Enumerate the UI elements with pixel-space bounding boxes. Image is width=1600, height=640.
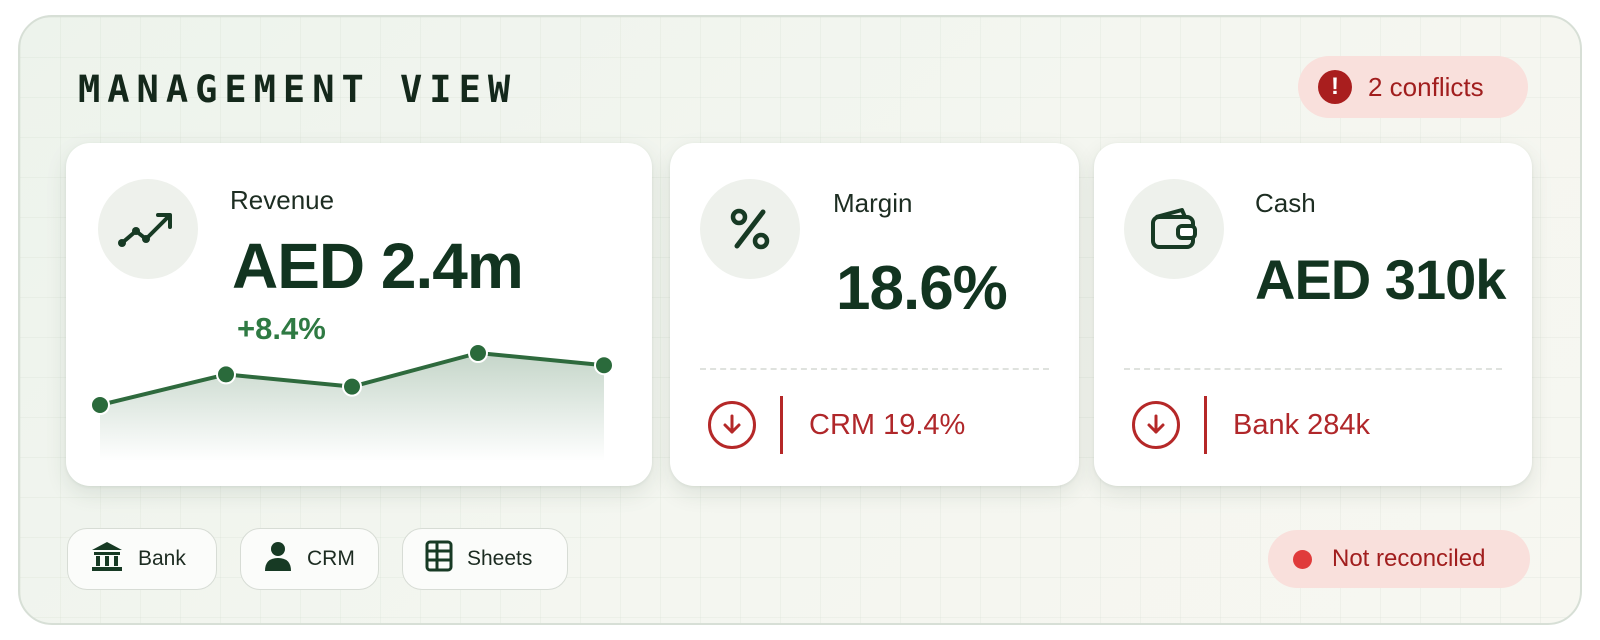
- margin-card[interactable]: Margin 18.6% CRM 19.4%: [670, 143, 1079, 486]
- revenue-card[interactable]: Revenue AED 2.4m +8.4%: [66, 143, 652, 486]
- arrow-down-circle-icon: [1132, 401, 1180, 449]
- conflicts-badge[interactable]: ! 2 conflicts: [1298, 56, 1528, 118]
- revenue-value: AED 2.4m: [232, 230, 524, 302]
- status-dot: [1293, 549, 1312, 569]
- revenue-delta: +8.4%: [237, 311, 326, 346]
- sparkline-point: [216, 364, 236, 385]
- wallet-icon: [1124, 179, 1224, 279]
- source-chip-label: Bank: [138, 547, 186, 570]
- margin-value: 18.6%: [836, 254, 1008, 323]
- bank-icon: [90, 540, 124, 578]
- card-divider: [700, 368, 1049, 370]
- card-divider: [1124, 368, 1502, 370]
- alert-icon: !: [1318, 70, 1352, 104]
- user-icon: [263, 540, 293, 578]
- sparkline-point: [90, 395, 110, 415]
- sparkline-area: [100, 353, 604, 461]
- comparison-divider: [1204, 396, 1207, 454]
- sparkline-point: [342, 376, 362, 397]
- arrow-down-circle-icon: [708, 401, 756, 449]
- revenue-label: Revenue: [230, 185, 335, 215]
- source-chip-label: Sheets: [467, 547, 533, 570]
- sparkline-point: [468, 343, 488, 363]
- comparison-divider: [780, 396, 783, 454]
- trend-up-icon: [98, 179, 198, 279]
- cash-label: Cash: [1255, 188, 1316, 218]
- revenue-sparkline: [90, 343, 614, 461]
- reconciliation-status-badge[interactable]: Not reconciled: [1268, 530, 1530, 588]
- cash-value: AED 310k: [1255, 248, 1506, 311]
- source-chip-crm[interactable]: CRM: [240, 528, 379, 590]
- conflicts-label: 2 conflicts: [1368, 71, 1484, 102]
- margin-comparison: CRM 19.4%: [708, 396, 965, 454]
- cash-comparison: Bank 284k: [1132, 396, 1370, 454]
- sparkline-point: [594, 355, 614, 376]
- source-chip-sheets[interactable]: Sheets: [402, 528, 568, 590]
- status-label: Not reconciled: [1332, 545, 1486, 572]
- page-title: MANAGEMENT VIEW: [78, 68, 518, 111]
- cash-compare-text: Bank 284k: [1233, 408, 1371, 441]
- margin-compare-text: CRM 19.4%: [809, 408, 966, 441]
- cash-card[interactable]: Cash AED 310k Bank 284k: [1094, 143, 1532, 486]
- source-chip-label: CRM: [307, 547, 355, 570]
- margin-label: Margin: [833, 188, 913, 218]
- percent-icon: [700, 179, 800, 279]
- source-chip-bank[interactable]: Bank: [67, 528, 217, 590]
- spreadsheet-icon: [425, 540, 453, 578]
